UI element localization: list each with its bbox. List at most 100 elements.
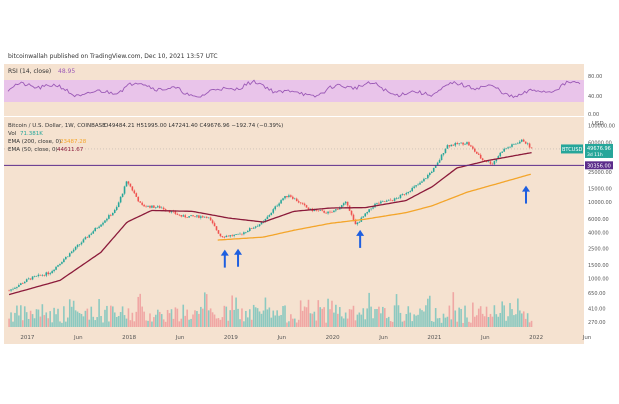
volume-bar: [209, 308, 212, 327]
candle-body: [90, 233, 93, 235]
candle-body: [229, 235, 232, 237]
candle-body: [8, 290, 10, 292]
price-tick-label: 1500.00: [588, 263, 609, 269]
volume-bar: [315, 320, 318, 327]
candle-body: [434, 165, 437, 168]
candle-body: [299, 202, 302, 204]
volume-bar: [337, 313, 339, 327]
candle-body: [68, 253, 71, 257]
candle-body: [489, 161, 492, 164]
volume-bar: [268, 307, 271, 327]
candle-body: [205, 216, 208, 218]
volume-bar: [119, 312, 122, 327]
volume-bar: [76, 311, 79, 327]
candle-body: [129, 183, 132, 187]
candle-body: [530, 147, 533, 149]
candle-body: [247, 230, 249, 233]
candle-body: [325, 212, 327, 214]
candle-body: [237, 233, 239, 235]
candle-body: [264, 218, 267, 222]
candle-body: [108, 215, 110, 219]
volume-bar: [493, 305, 496, 327]
candle-body: [403, 194, 406, 195]
candle-body: [462, 142, 464, 145]
candle-body: [397, 197, 400, 199]
volume-bar: [90, 306, 93, 327]
volume-bar: [20, 305, 22, 327]
volume-bar: [470, 322, 472, 327]
candle-body: [436, 162, 439, 166]
candle-body: [268, 215, 271, 217]
candle-body: [524, 141, 527, 144]
volume-bar: [65, 321, 67, 327]
candle-body: [278, 203, 280, 206]
volume-bar: [407, 306, 410, 327]
volume-bar: [393, 305, 396, 327]
volume-bar: [374, 309, 376, 327]
volume-bar: [430, 321, 433, 327]
volume-bar: [511, 309, 513, 327]
candle-body: [280, 200, 282, 204]
volume-bar: [293, 318, 296, 327]
volume-bar: [297, 319, 300, 327]
candle-body: [319, 210, 322, 212]
volume-bar: [86, 308, 89, 327]
up-arrow-icon: [234, 248, 243, 255]
volume-bar: [499, 312, 502, 327]
candle-body: [317, 210, 320, 212]
volume-bar: [383, 308, 386, 327]
candle-body: [475, 151, 478, 154]
candle-body: [399, 194, 402, 198]
candle-body: [23, 281, 26, 284]
candle-body: [80, 242, 83, 245]
candle-body: [176, 213, 179, 215]
volume-bar: [307, 299, 310, 327]
candle-body: [215, 226, 218, 231]
price-tick-label: 100000.00: [588, 124, 615, 130]
candle-body: [497, 156, 500, 159]
candle-body: [354, 219, 357, 225]
volume-bar: [172, 318, 175, 327]
time-tick-label: 2020: [326, 335, 340, 341]
volume-bar: [425, 305, 427, 327]
badge-ticker: BTCUSD: [562, 147, 583, 153]
candle-body: [284, 196, 286, 199]
volume-bar: [272, 310, 275, 327]
candle-body: [235, 234, 237, 235]
volume-bar: [372, 318, 374, 327]
candle-body: [276, 205, 278, 207]
volume-bar: [479, 306, 482, 327]
volume-bar: [419, 308, 421, 327]
volume-bar: [68, 299, 71, 327]
candle-body: [448, 145, 451, 147]
candle-body: [231, 235, 233, 236]
candle-body: [221, 236, 224, 237]
candle-body: [213, 223, 216, 227]
candle-body: [305, 205, 308, 208]
candle-body: [131, 186, 134, 191]
volume-bar: [248, 309, 251, 327]
candle-body: [286, 196, 288, 197]
volume-bar: [472, 302, 474, 327]
candle-body: [76, 244, 79, 247]
volume-bar: [59, 321, 61, 327]
candle-body: [168, 210, 171, 213]
volume-bar: [250, 319, 253, 327]
volume-bar: [207, 310, 210, 327]
candle-body: [25, 279, 28, 282]
candle-body: [106, 218, 108, 221]
candle-body: [427, 174, 429, 179]
volume-bar: [274, 315, 277, 327]
time-tick-label: 2019: [224, 335, 238, 341]
volume-bar: [284, 305, 286, 327]
candle-body: [184, 215, 187, 218]
volume-bar: [264, 297, 267, 327]
volume-bar: [519, 310, 521, 327]
candle-body: [57, 265, 59, 267]
volume-bar: [80, 313, 83, 327]
candle-body: [12, 288, 14, 290]
candle-body: [74, 246, 77, 250]
candle-body: [111, 212, 114, 216]
volume-bar: [14, 312, 16, 327]
